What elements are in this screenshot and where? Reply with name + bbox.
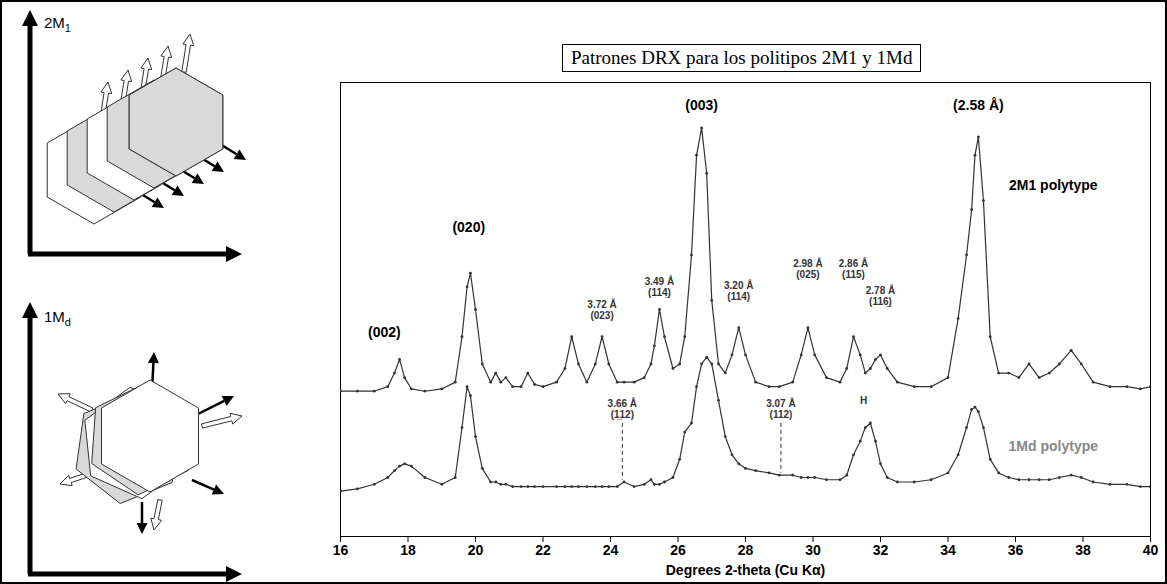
- svg-text:18: 18: [400, 542, 416, 558]
- svg-text:32: 32: [873, 542, 889, 558]
- svg-text:40: 40: [1143, 542, 1159, 558]
- svg-text:3.49 Å(114̲): 3.49 Å(114̲): [645, 275, 674, 298]
- svg-text:38: 38: [1075, 542, 1091, 558]
- svg-text:H: H: [860, 395, 867, 406]
- svg-text:(002): (002): [368, 324, 401, 340]
- svg-text:16: 16: [333, 542, 349, 558]
- svg-text:1Md polytype: 1Md polytype: [1009, 438, 1099, 454]
- svg-text:3.20 Å(114): 3.20 Å(114): [724, 279, 753, 302]
- svg-text:20: 20: [468, 542, 484, 558]
- svg-text:28: 28: [738, 542, 754, 558]
- svg-text:36: 36: [1008, 542, 1024, 558]
- svg-text:(020): (020): [452, 219, 485, 235]
- svg-text:30: 30: [805, 542, 821, 558]
- svg-text:3.66 Å(1̲12): 3.66 Å(1̲12): [608, 397, 637, 420]
- svg-text:3.07 Å(112): 3.07 Å(112): [766, 397, 795, 420]
- svg-text:Degrees 2-theta (Cu Kα): Degrees 2-theta (Cu Kα): [666, 562, 826, 578]
- svg-text:2M1 polytype: 2M1 polytype: [1009, 177, 1098, 193]
- svg-text:26: 26: [670, 542, 686, 558]
- html-text:Patrones DRX para los politipo: Patrones DRX para los politipos 2M1 y 1M…: [571, 47, 913, 68]
- svg-text:(2.58 Å): (2.58 Å): [953, 97, 1004, 113]
- svg-text:3.72 Å(023): 3.72 Å(023): [587, 298, 616, 321]
- svg-text:2.78 Å(116̲): 2.78 Å(116̲): [866, 284, 895, 307]
- svg-text:2.98 Å(025): 2.98 Å(025): [793, 257, 822, 280]
- svg-text:2.86 Å(115): 2.86 Å(115): [839, 257, 868, 280]
- svg-text:22: 22: [535, 542, 551, 558]
- svg-text:24: 24: [603, 542, 619, 558]
- svg-text:34: 34: [940, 542, 956, 558]
- svg-text:(003): (003): [685, 97, 718, 113]
- svg-text:2M1: 2M1: [44, 14, 71, 34]
- svg-text:1Md: 1Md: [44, 308, 71, 328]
